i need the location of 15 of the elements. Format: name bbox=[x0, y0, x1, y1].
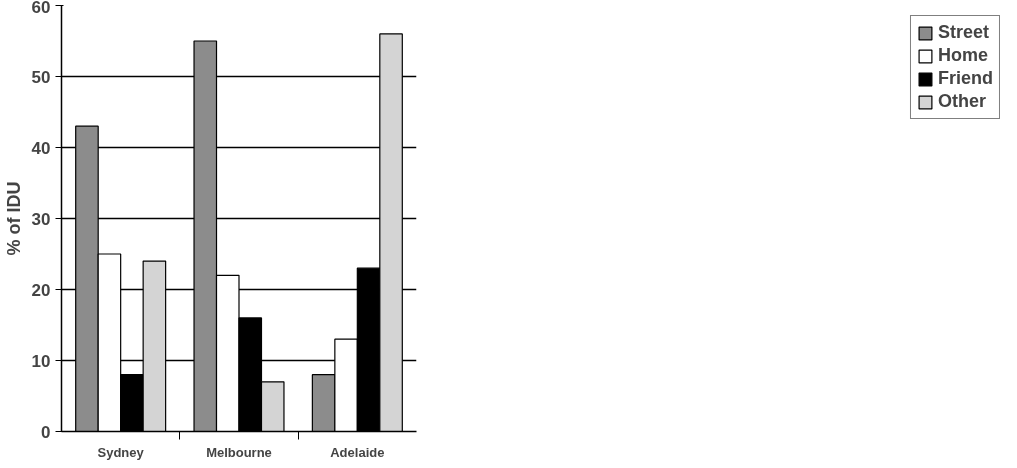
y-tick-label: 40 bbox=[31, 138, 51, 158]
legend-label: Home bbox=[937, 45, 988, 66]
y-tick-label: 60 bbox=[31, 0, 51, 17]
x-tick-label: Melbourne bbox=[206, 444, 272, 460]
legend-label: Friend bbox=[937, 68, 993, 89]
x-tick-label: Adelaide bbox=[330, 444, 385, 460]
y-axis-title: % of IDU bbox=[3, 181, 24, 256]
y-tick-label: 50 bbox=[31, 67, 51, 87]
legend-label: Other bbox=[937, 91, 986, 112]
legend-label: Street bbox=[937, 22, 990, 43]
y-tick-label: 30 bbox=[31, 209, 51, 229]
y-tick-label: 10 bbox=[31, 351, 51, 371]
y-tick-label: 0 bbox=[41, 422, 51, 442]
y-tick-label: 20 bbox=[31, 280, 51, 300]
x-tick-label: Sydney bbox=[97, 444, 145, 460]
